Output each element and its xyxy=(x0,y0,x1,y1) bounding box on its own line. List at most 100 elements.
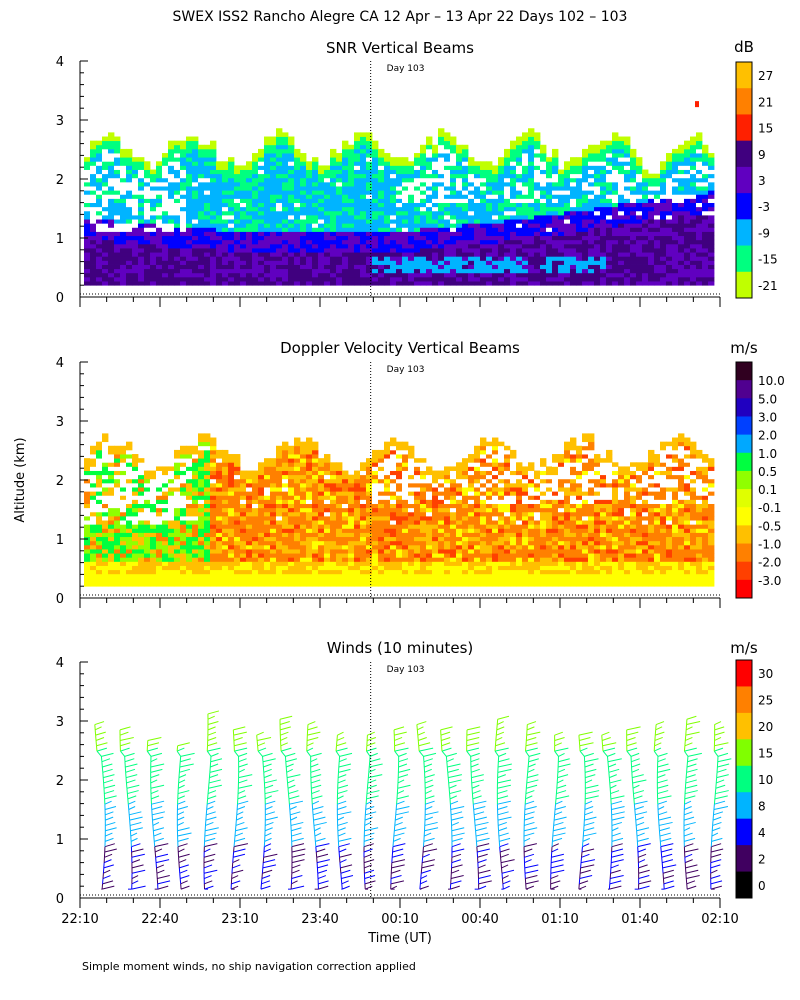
snr-cell xyxy=(342,281,349,286)
doppler-cell xyxy=(162,478,169,484)
doppler-cell xyxy=(252,499,259,504)
snr-cell xyxy=(606,260,613,265)
snr-cell xyxy=(384,272,391,278)
snr-cell xyxy=(330,153,337,158)
doppler-cell xyxy=(90,549,97,554)
snr-cell xyxy=(108,194,115,199)
snr-cell xyxy=(270,153,277,158)
snr-cell xyxy=(696,227,703,232)
snr-cell xyxy=(534,272,541,278)
snr-cell xyxy=(708,186,715,191)
snr-cell xyxy=(258,177,265,183)
snr-cell xyxy=(510,231,517,237)
doppler-cell xyxy=(162,474,169,480)
doppler-cell xyxy=(288,503,295,509)
snr-cell xyxy=(666,243,673,249)
snr-cell xyxy=(684,264,691,270)
doppler-cell xyxy=(252,507,259,513)
doppler-cell xyxy=(90,557,97,562)
doppler-cell xyxy=(90,449,97,455)
snr-cell xyxy=(234,235,241,241)
snr-cell xyxy=(198,190,205,195)
snr-cell xyxy=(372,219,379,224)
snr-cell xyxy=(378,173,385,179)
snr-cell xyxy=(444,227,451,232)
snr-cell xyxy=(684,210,691,216)
doppler-cell xyxy=(108,561,115,566)
snr-cell xyxy=(210,260,217,265)
doppler-cell xyxy=(150,540,157,546)
snr-cell xyxy=(246,165,253,170)
snr-cell xyxy=(630,202,637,208)
snr-cell xyxy=(210,148,217,154)
doppler-cell xyxy=(174,573,181,579)
snr-cell xyxy=(252,214,259,220)
snr-cell xyxy=(510,276,517,282)
doppler-cell xyxy=(138,544,145,550)
snr-cell xyxy=(120,243,127,249)
snr-cell xyxy=(264,272,271,278)
snr-cell xyxy=(318,239,325,245)
doppler-cell xyxy=(330,532,337,538)
snr-cell xyxy=(474,214,481,220)
doppler-cell xyxy=(102,507,109,513)
snr-cell xyxy=(588,198,595,203)
doppler-cell xyxy=(180,536,187,542)
snr-cell xyxy=(582,173,589,179)
snr-cell xyxy=(294,268,301,274)
snr-cell xyxy=(408,281,415,286)
snr-cell xyxy=(228,268,235,274)
snr-cell xyxy=(546,194,553,199)
snr-cell xyxy=(516,260,523,265)
doppler-cell xyxy=(138,569,145,575)
doppler-cell xyxy=(204,437,211,443)
doppler-cell xyxy=(348,569,355,575)
snr-cell xyxy=(708,231,715,237)
doppler-cell xyxy=(312,499,319,504)
snr-cell xyxy=(210,194,217,199)
snr-cell xyxy=(486,173,493,179)
snr-cell xyxy=(342,206,349,212)
snr-cell xyxy=(426,198,433,203)
snr-cell xyxy=(264,165,271,170)
snr-cell xyxy=(684,252,691,257)
snr-cell xyxy=(234,219,241,224)
snr-cell xyxy=(558,239,565,245)
snr-cell xyxy=(120,186,127,191)
snr-cell xyxy=(624,272,631,278)
doppler-cell xyxy=(180,507,187,513)
snr-cell xyxy=(348,268,355,274)
doppler-cell xyxy=(216,503,223,509)
snr-cell xyxy=(378,235,385,241)
snr-cell xyxy=(168,219,175,224)
snr-cell xyxy=(90,264,97,270)
doppler-cell xyxy=(270,466,277,471)
snr-cell xyxy=(300,243,307,249)
snr-cell xyxy=(264,235,271,241)
snr-cell xyxy=(90,252,97,257)
snr-cell xyxy=(378,264,385,270)
doppler-cell xyxy=(150,487,157,492)
snr-cell xyxy=(432,272,439,278)
snr-cell xyxy=(708,264,715,270)
doppler-cell xyxy=(294,557,301,562)
snr-cell xyxy=(612,165,619,170)
snr-cell xyxy=(108,264,115,270)
snr-cell xyxy=(114,157,121,162)
snr-cell xyxy=(192,243,199,249)
doppler-cell xyxy=(162,482,169,488)
snr-cell xyxy=(534,252,541,257)
doppler-cell xyxy=(150,524,157,529)
snr-cell xyxy=(570,227,577,232)
snr-cell xyxy=(84,210,91,216)
snr-cell xyxy=(672,198,679,203)
doppler-cell xyxy=(138,573,145,579)
doppler-cell xyxy=(306,507,313,513)
doppler-cell xyxy=(318,515,325,521)
snr-cell xyxy=(510,148,517,154)
snr-cell xyxy=(252,235,259,241)
snr-cell xyxy=(504,272,511,278)
snr-cell xyxy=(366,153,373,158)
snr-cell xyxy=(366,268,373,274)
doppler-cell xyxy=(342,582,349,587)
